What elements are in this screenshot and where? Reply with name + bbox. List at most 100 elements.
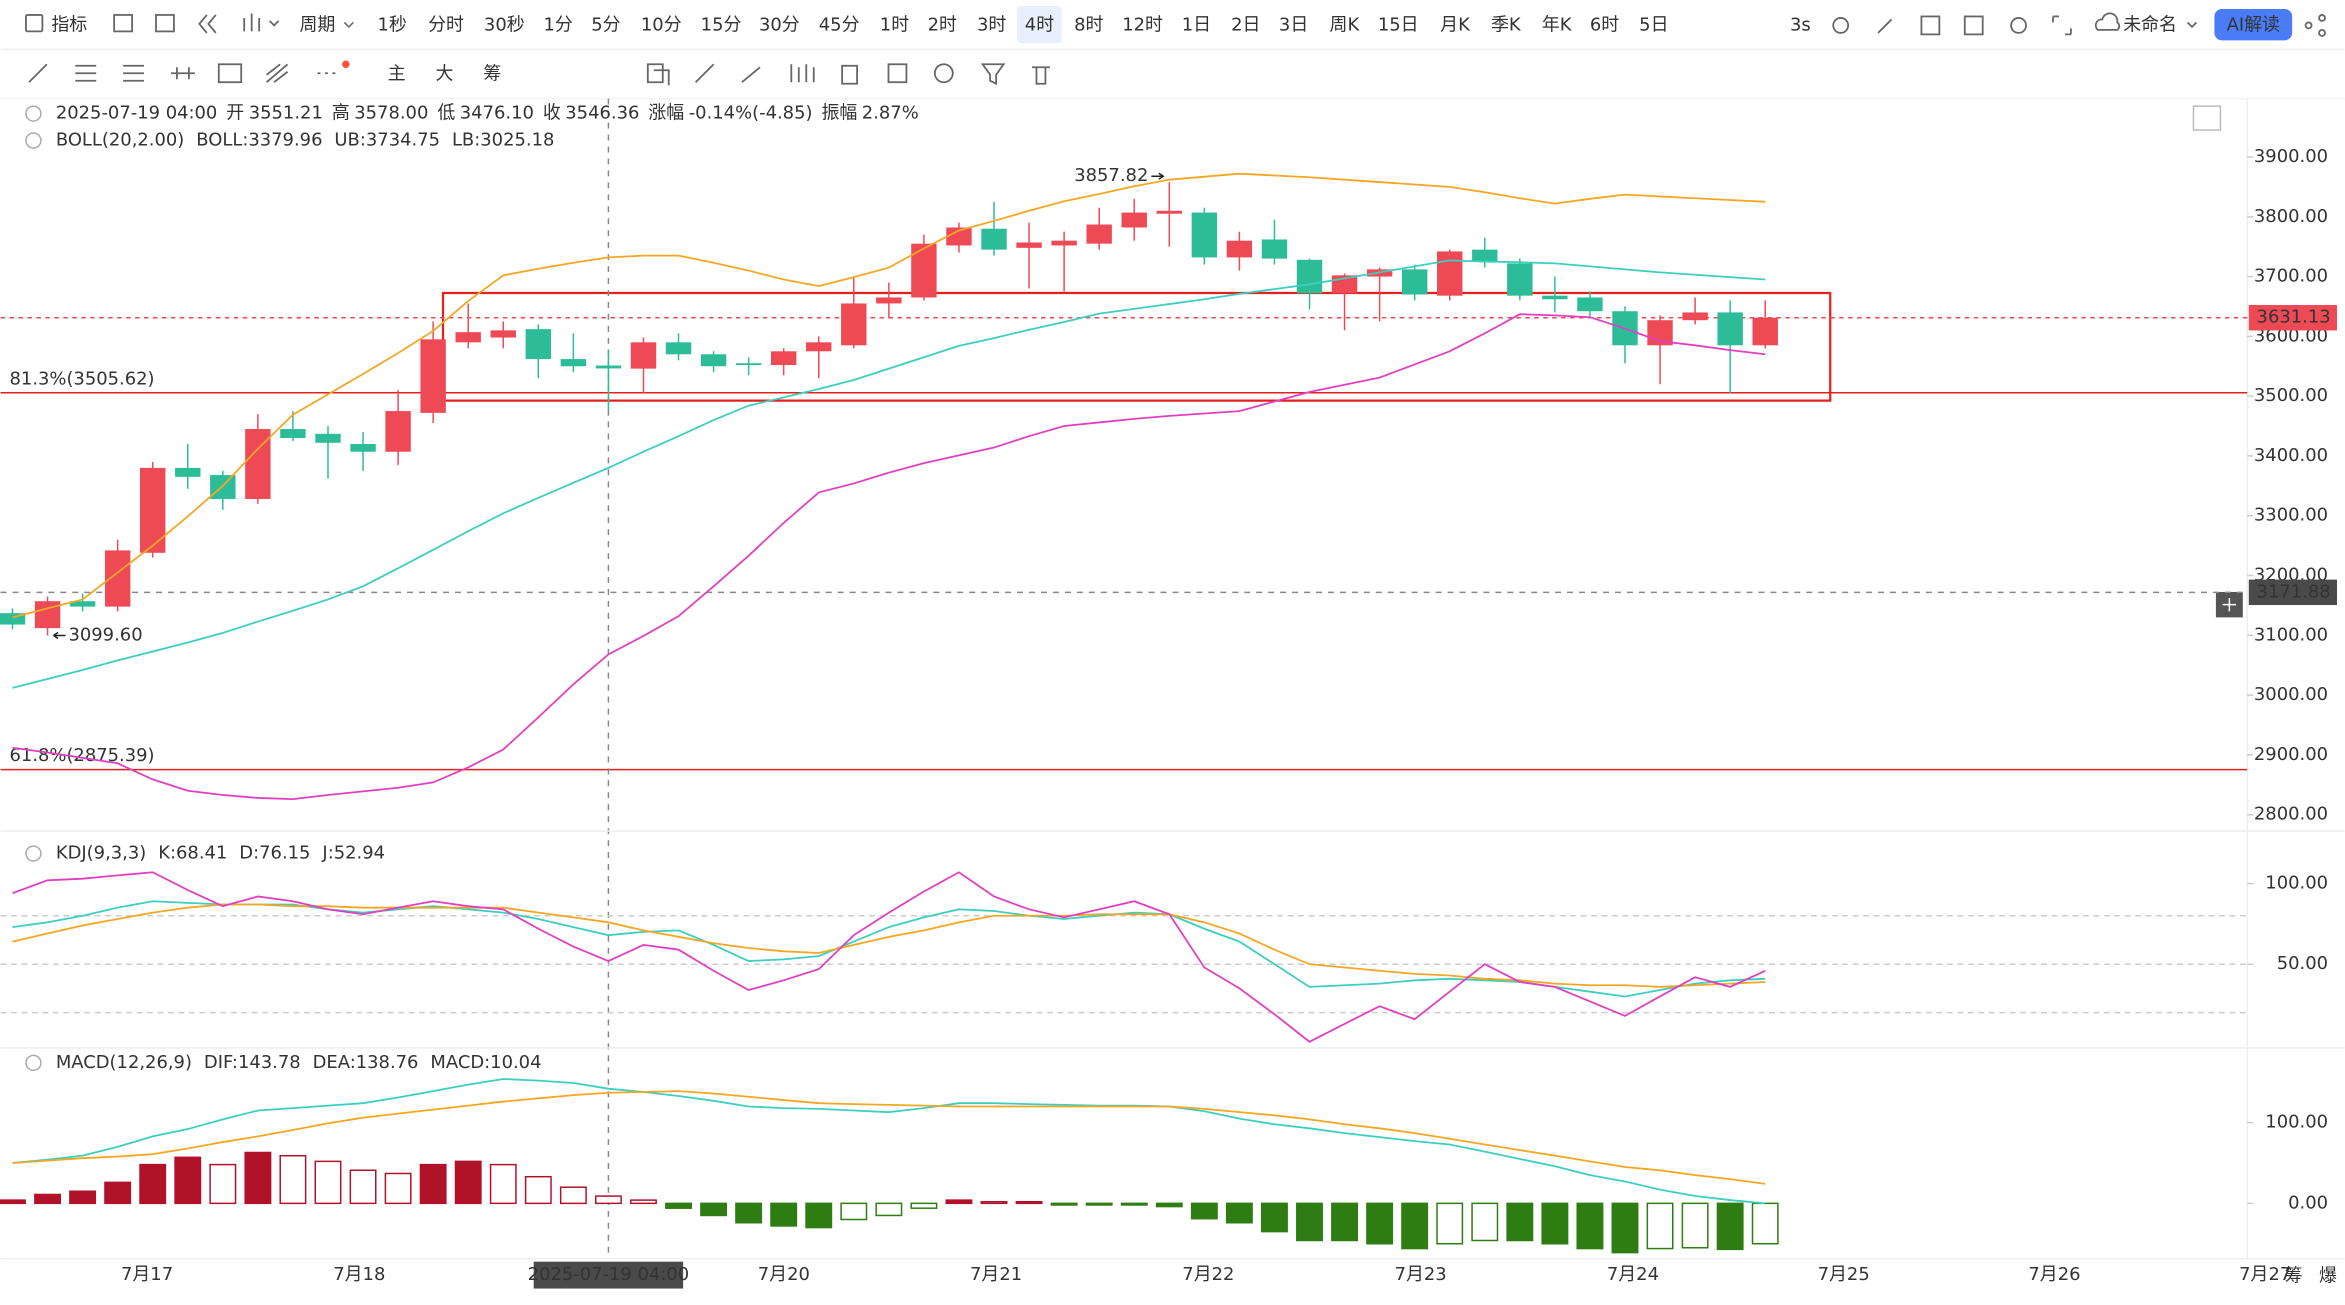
legend-title: BOLL(20,2.00) — [56, 130, 184, 151]
candle-body — [385, 411, 411, 452]
x-tick-label: 7月18 — [333, 1264, 385, 1285]
visibility-icon[interactable] — [25, 132, 42, 149]
last-price-box — [2248, 305, 2337, 331]
max-arrow — [1151, 172, 1165, 180]
macd-bar — [980, 1200, 1008, 1205]
candle-body — [1086, 224, 1112, 244]
period-button[interactable]: 15日 — [1378, 14, 1419, 35]
y-tick-label: 3900.00 — [2254, 146, 2328, 167]
period-button[interactable]: 15分 — [701, 14, 742, 35]
info-value: 3578.00 — [354, 103, 428, 124]
period-button[interactable]: 6时 — [1590, 14, 1619, 35]
info-label: 收 — [543, 103, 561, 124]
period-button[interactable]: 3时 — [977, 14, 1006, 35]
info-label: 开 — [226, 103, 244, 124]
macd-bar — [69, 1190, 97, 1205]
crosshair-price: 3171.88 — [2257, 581, 2331, 602]
corner-button[interactable]: 筹 — [2285, 1266, 2303, 1287]
period-button[interactable]: 1分 — [543, 14, 572, 35]
max-label: 3857.82 — [1074, 165, 1148, 186]
period-button[interactable]: 2日 — [1231, 14, 1260, 35]
indicator-line — [12, 871, 1766, 1043]
period-button[interactable]: 10分 — [641, 14, 682, 35]
y-tick-label: 50.00 — [2277, 953, 2328, 974]
macd-bar — [489, 1163, 517, 1205]
macd-bar — [1506, 1202, 1534, 1242]
indicator-line — [12, 259, 1766, 689]
candle-body — [175, 467, 201, 477]
refresh-interval[interactable]: 3s — [1790, 14, 1811, 35]
period-button[interactable]: 4时 — [1025, 14, 1054, 35]
macd-bar — [1260, 1202, 1288, 1233]
ai-button-bg[interactable] — [2214, 8, 2293, 41]
macd-bar — [1296, 1202, 1323, 1242]
y-tick-label: 3100.00 — [2254, 624, 2328, 645]
ai-button[interactable]: AI解读 — [2227, 14, 2280, 35]
period-button[interactable]: 5日 — [1639, 14, 1668, 35]
period-button[interactable]: 45分 — [819, 14, 860, 35]
info-value: 3476.10 — [460, 103, 534, 124]
period-button[interactable]: 2时 — [928, 14, 957, 35]
macd-bar — [454, 1160, 482, 1205]
candle-body — [140, 467, 166, 553]
y-tick-label: 3800.00 — [2254, 206, 2328, 227]
candle-body — [595, 365, 622, 369]
info-label: 高 — [332, 103, 350, 124]
candle-body — [1507, 263, 1533, 296]
tool-button[interactable]: 大 — [436, 64, 454, 85]
candle-body — [981, 228, 1007, 250]
period-button[interactable]: 30秒 — [484, 14, 525, 35]
period-menu[interactable]: 周期 — [300, 14, 336, 35]
macd-bar — [910, 1202, 938, 1209]
corner-button[interactable]: 爆 — [2319, 1266, 2337, 1287]
candle-body — [1191, 212, 1218, 258]
macd-bar — [104, 1181, 132, 1205]
period-button[interactable]: 1时 — [880, 14, 909, 35]
indicator-line — [12, 1078, 1766, 1205]
tool-button[interactable]: 主 — [388, 64, 406, 85]
period-button[interactable]: 1秒 — [378, 14, 407, 35]
period-button[interactable]: 30分 — [759, 14, 800, 35]
period-button[interactable]: 1日 — [1182, 14, 1211, 35]
legend-entry: UB:3734.75 — [334, 130, 440, 151]
expand-button[interactable] — [2192, 105, 2222, 131]
period-button[interactable]: 月K — [1440, 14, 1471, 35]
active-period-bg — [1017, 5, 1062, 44]
x-tick-label: 7月20 — [758, 1264, 810, 1285]
tool-button[interactable]: 筹 — [483, 64, 501, 85]
macd-bar — [665, 1202, 692, 1209]
candle-body — [315, 433, 341, 443]
visibility-icon[interactable] — [25, 1054, 42, 1072]
macd-bar — [244, 1151, 272, 1205]
macd-bar — [700, 1202, 728, 1217]
candle-body — [806, 342, 832, 352]
legend-entry: J:52.94 — [321, 843, 385, 864]
min-label: 3099.60 — [68, 625, 142, 646]
candle-body — [770, 351, 797, 366]
visibility-icon[interactable] — [25, 845, 42, 862]
x-tick-label: 7月21 — [970, 1264, 1022, 1285]
y-tick-label: 100.00 — [2265, 873, 2328, 894]
period-button[interactable]: 3日 — [1279, 14, 1308, 35]
macd-bar — [1120, 1202, 1148, 1206]
macd-bar — [1225, 1202, 1253, 1224]
info-value: 2.87% — [862, 103, 919, 124]
macd-bar — [1681, 1202, 1709, 1249]
candle-body — [1752, 317, 1778, 346]
period-button[interactable]: 季K — [1491, 14, 1522, 35]
period-button[interactable]: 8时 — [1074, 14, 1103, 35]
macd-bar — [1541, 1202, 1569, 1245]
fib-label: 61.8%(2875.39) — [10, 745, 155, 766]
period-button[interactable]: 周K — [1330, 14, 1361, 35]
period-button[interactable]: 5分 — [591, 14, 620, 35]
period-button[interactable]: 年K — [1542, 14, 1573, 35]
period-button[interactable]: 分时 — [428, 14, 464, 35]
indicator-button[interactable]: 指标 — [51, 14, 87, 35]
visibility-icon[interactable] — [25, 105, 42, 122]
macd-bar — [1050, 1202, 1078, 1206]
macd-bar — [0, 1199, 26, 1205]
macd-bar — [174, 1156, 202, 1205]
layout-name[interactable]: 未命名 — [2123, 14, 2177, 35]
period-button[interactable]: 12时 — [1122, 14, 1163, 35]
